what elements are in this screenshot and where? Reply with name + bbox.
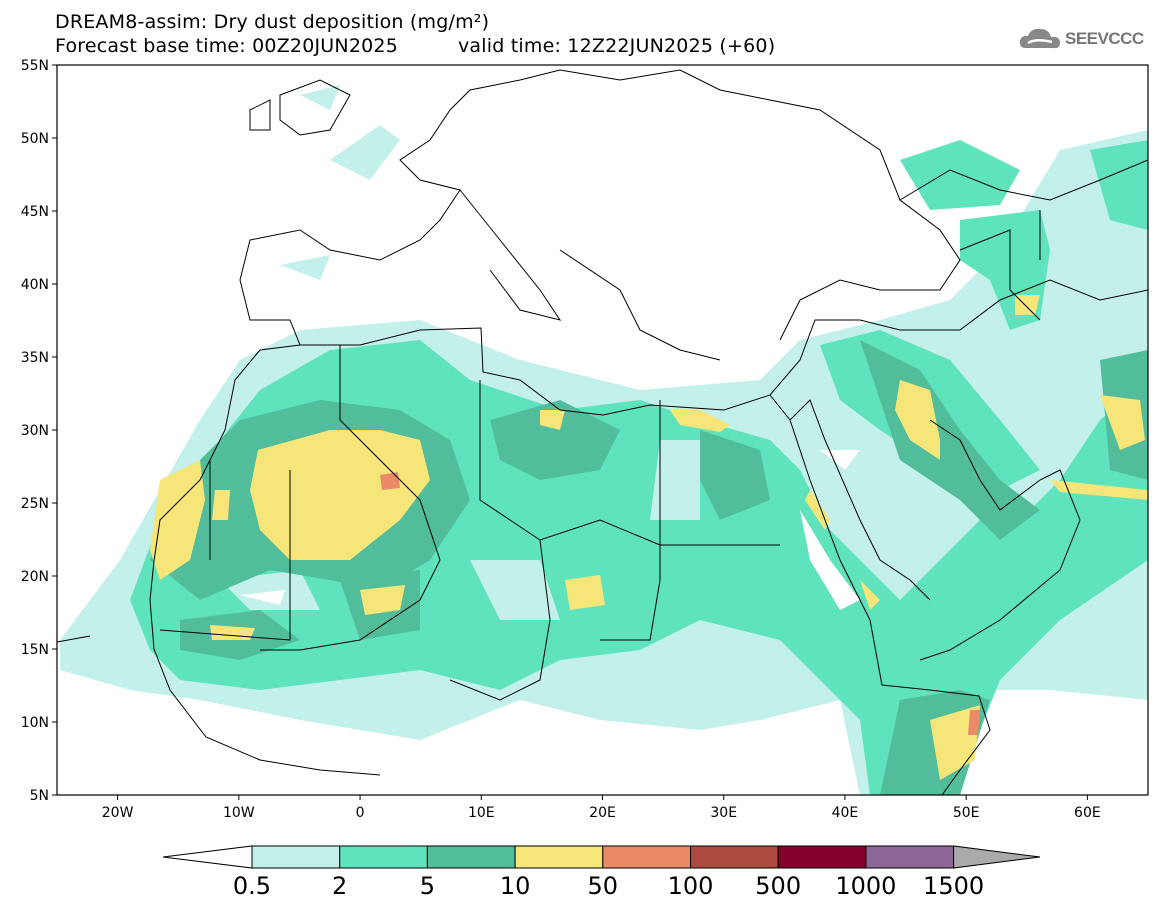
- colorbar-label: 1500: [923, 872, 984, 900]
- cloud-icon: [1019, 28, 1060, 49]
- lat-label: 30N: [21, 423, 49, 439]
- dust-10-50: [150, 295, 1148, 780]
- colorbar-under-arrow: [162, 845, 253, 869]
- colorbar-over-arrow: [953, 845, 1041, 869]
- coastlines: [57, 69, 1148, 795]
- colorbar-label: 50: [588, 872, 619, 900]
- lat-label: 25N: [21, 496, 49, 512]
- colorbar-swatch: [251, 845, 341, 869]
- lon-label: 60E: [1074, 805, 1101, 821]
- lat-label: 10N: [21, 715, 49, 731]
- lon-label: 30E: [710, 805, 737, 821]
- lat-label: 55N: [21, 58, 49, 74]
- seevccc-logo: SEEVCCC: [1018, 26, 1144, 52]
- lat-label: 40N: [21, 277, 49, 293]
- colorbar-label: 100: [668, 872, 714, 900]
- colorbar-label: 2: [332, 872, 347, 900]
- logo-text: SEEVCCC: [1065, 29, 1144, 48]
- time-info: Forecast base time: 00Z20JUN2025 valid ti…: [55, 35, 775, 57]
- lon-label: 0: [356, 805, 365, 821]
- colorbar-swatch: [426, 845, 516, 869]
- colorbar-label: 0.5: [233, 872, 271, 900]
- colorbar-swatch: [865, 845, 955, 869]
- lon-label: 10W: [223, 805, 255, 821]
- colorbar-swatch: [690, 845, 779, 869]
- colorbar-label: 5: [420, 872, 435, 900]
- colorbar-swatch: [777, 845, 867, 869]
- colorbar-label: 1000: [835, 872, 896, 900]
- base-time: Forecast base time: 00Z20JUN2025: [55, 35, 398, 57]
- colorbar-swatch: [339, 845, 428, 869]
- lat-label: 45N: [21, 204, 49, 220]
- colorbar-label: 10: [500, 872, 531, 900]
- lon-label: 50E: [953, 805, 980, 821]
- colorbar-swatch: [514, 845, 604, 869]
- dust-field: [60, 85, 1148, 795]
- colorbar-swatch: [602, 845, 691, 869]
- lat-label: 50N: [21, 131, 49, 147]
- lat-label: 5N: [30, 788, 49, 804]
- map-title: DREAM8-assim: Dry dust deposition (mg/m²…: [55, 11, 490, 33]
- lon-label: 10E: [468, 805, 495, 821]
- lon-label: 20W: [102, 805, 134, 821]
- lat-label: 20N: [21, 569, 49, 585]
- lon-label: 40E: [832, 805, 859, 821]
- colorbar-label: 500: [755, 872, 801, 900]
- valid-time: valid time: 12Z22JUN2025 (+60): [457, 35, 776, 57]
- lat-label: 35N: [21, 350, 49, 366]
- lat-label: 15N: [21, 642, 49, 658]
- lon-label: 20E: [589, 805, 616, 821]
